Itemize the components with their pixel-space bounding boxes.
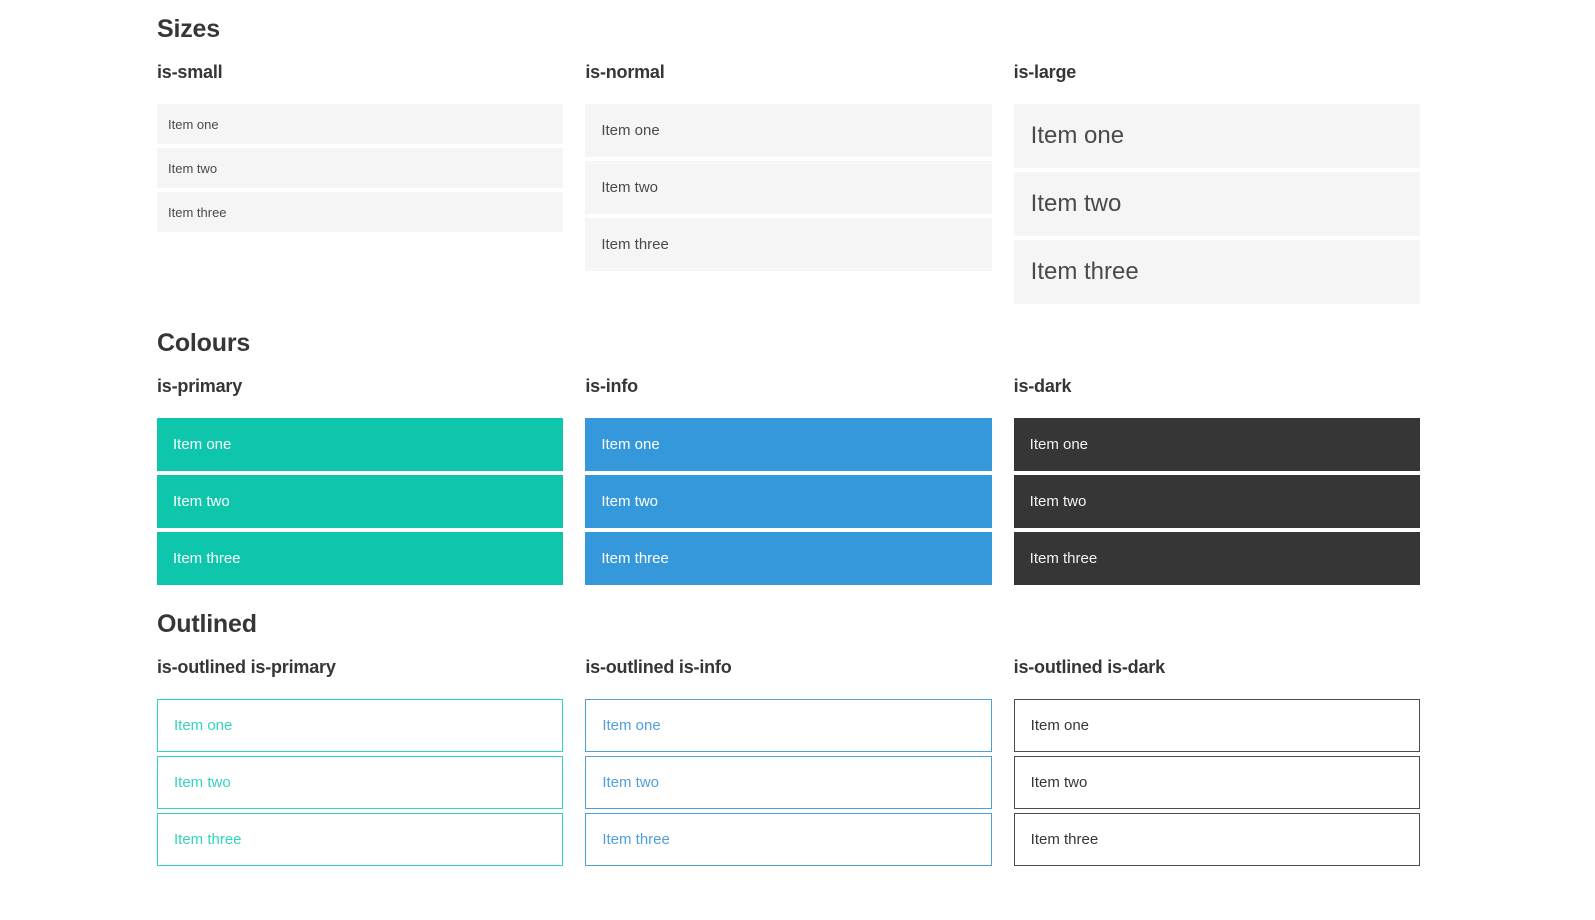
column-is-small: is-small Item one Item two Item three	[157, 44, 564, 232]
section-sizes: Sizes is-small Item one Item two Item th…	[157, 14, 1420, 304]
list-item: Item two	[157, 756, 564, 809]
section-colours: Colours is-primary Item one Item two Ite…	[157, 328, 1420, 585]
column-is-dark: is-dark Item one Item two Item three	[1013, 358, 1420, 585]
list-item: Item one	[157, 699, 564, 752]
list-item: Item three	[157, 532, 564, 585]
label-is-dark: is-dark	[1013, 376, 1072, 396]
outlined-row: is-outlined is-primary Item one Item two…	[157, 639, 1420, 866]
sizes-heading: Sizes	[157, 15, 220, 43]
colours-heading: Colours	[157, 329, 251, 357]
column-outlined-dark: is-outlined is-dark Item one Item two It…	[1013, 639, 1420, 866]
demo-list-info: Item one Item two Item three	[585, 418, 992, 585]
outlined-heading: Outlined	[157, 610, 257, 638]
list-item: Item two	[585, 756, 992, 809]
list-item: Item one	[1013, 699, 1420, 752]
column-is-info: is-info Item one Item two Item three	[585, 358, 992, 585]
label-is-large: is-large	[1013, 62, 1077, 82]
list-item: Item three	[585, 218, 992, 271]
label-is-small: is-small	[157, 62, 223, 82]
list-item: Item two	[157, 475, 564, 528]
list-item: Item one	[157, 418, 564, 471]
list-item: Item one	[585, 104, 992, 157]
demo-list-outlined-info: Item one Item two Item three	[585, 699, 992, 866]
column-outlined-primary: is-outlined is-primary Item one Item two…	[157, 639, 564, 866]
demo-list-dark: Item one Item two Item three	[1013, 418, 1420, 585]
demo-list-large: Item one Item two Item three	[1013, 104, 1420, 304]
list-item: Item two	[585, 161, 992, 214]
list-item: Item two	[585, 475, 992, 528]
label-is-info: is-info	[585, 376, 638, 396]
column-is-large: is-large Item one Item two Item three	[1013, 44, 1420, 304]
list-item: Item two	[157, 148, 564, 188]
list-item: Item three	[157, 192, 564, 232]
list-item: Item one	[585, 699, 992, 752]
list-item: Item one	[585, 418, 992, 471]
column-outlined-info: is-outlined is-info Item one Item two It…	[585, 639, 992, 866]
demo-list-outlined-primary: Item one Item two Item three	[157, 699, 564, 866]
label-is-outlined-is-primary: is-outlined is-primary	[157, 657, 336, 677]
list-item: Item two	[1013, 756, 1420, 809]
list-item: Item three	[1013, 532, 1420, 585]
label-is-normal: is-normal	[585, 62, 665, 82]
column-is-normal: is-normal Item one Item two Item three	[585, 44, 992, 271]
sizes-row: is-small Item one Item two Item three is…	[157, 44, 1420, 304]
label-is-outlined-is-info: is-outlined is-info	[585, 657, 732, 677]
list-item: Item three	[585, 813, 992, 866]
label-is-primary: is-primary	[157, 376, 243, 396]
list-item: Item two	[1013, 475, 1420, 528]
label-is-outlined-is-dark: is-outlined is-dark	[1013, 657, 1165, 677]
list-item: Item three	[157, 813, 564, 866]
list-item: Item three	[1013, 813, 1420, 866]
demo-list-primary: Item one Item two Item three	[157, 418, 564, 585]
section-outlined: Outlined is-outlined is-primary Item one…	[157, 609, 1420, 866]
list-item: Item three	[1013, 240, 1420, 304]
demo-list-outlined-dark: Item one Item two Item three	[1013, 699, 1420, 866]
list-item: Item two	[1013, 172, 1420, 236]
list-item: Item one	[157, 104, 564, 144]
list-item: Item one	[1013, 418, 1420, 471]
demo-list-small: Item one Item two Item three	[157, 104, 564, 232]
list-item: Item three	[585, 532, 992, 585]
colours-row: is-primary Item one Item two Item three …	[157, 358, 1420, 585]
demo-list-normal: Item one Item two Item three	[585, 104, 992, 271]
list-item: Item one	[1013, 104, 1420, 168]
column-is-primary: is-primary Item one Item two Item three	[157, 358, 564, 585]
